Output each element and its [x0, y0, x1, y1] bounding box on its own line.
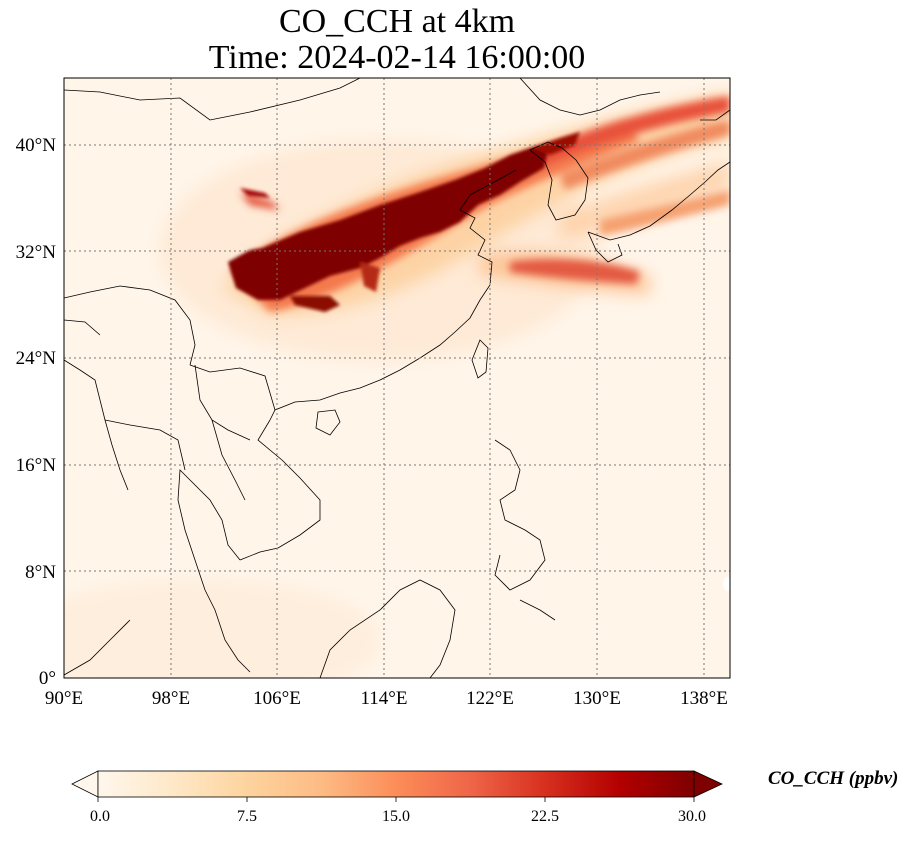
lon-tick-label: 90°E: [45, 688, 83, 709]
lat-tick-label: 8°N: [25, 562, 56, 583]
lon-tick-label: 130°E: [573, 688, 621, 709]
colorbar-tick-label: 15.0: [382, 808, 410, 825]
colorbar-tick-label: 22.5: [531, 808, 559, 825]
colorbar-tick-label: 7.5: [237, 808, 257, 825]
lat-tick-label: 0°: [39, 668, 56, 689]
haze-southwest: [64, 580, 380, 678]
lat-tick-label: 24°N: [16, 348, 57, 369]
lon-tick-label: 98°E: [152, 688, 190, 709]
colorbar-extend-min: [71, 770, 99, 798]
colorbar-tick-label: 0.0: [90, 808, 110, 825]
colorbar-gradient: [97, 770, 695, 798]
colorbar-label: CO_CCH (ppbv): [768, 768, 899, 789]
plume-core: [228, 132, 580, 312]
colorbar: 0.0 7.5 15.0 22.5 30.0: [71, 770, 723, 825]
map-frame: [63, 77, 731, 679]
lon-tick-label: 138°E: [680, 688, 728, 709]
lat-tick-label: 16°N: [16, 455, 57, 476]
lat-tick-label: 32°N: [16, 242, 57, 263]
lon-tick-label: 114°E: [361, 688, 408, 709]
lon-tick-label: 106°E: [253, 688, 301, 709]
lon-tick-labels: 90°E 98°E 106°E 114°E 122°E 130°E 138°E: [45, 688, 728, 709]
gridlines: [64, 78, 730, 678]
concentration-field: [64, 78, 730, 678]
coastlines: [64, 78, 730, 678]
colorbar-extend-max: [693, 770, 723, 798]
lat-tick-label: 40°N: [16, 135, 57, 156]
chart-title-line-2: Time: 2024-02-14 16:00:00: [208, 39, 586, 76]
chart-title-line-1: CO_CCH at 4km: [278, 3, 516, 40]
lon-tick-label: 122°E: [466, 688, 514, 709]
white-patch: [723, 577, 730, 591]
colorbar-tick-label: 30.0: [678, 808, 706, 825]
lat-tick-labels: 0° 8°N 16°N 24°N 32°N 40°N: [16, 135, 57, 689]
